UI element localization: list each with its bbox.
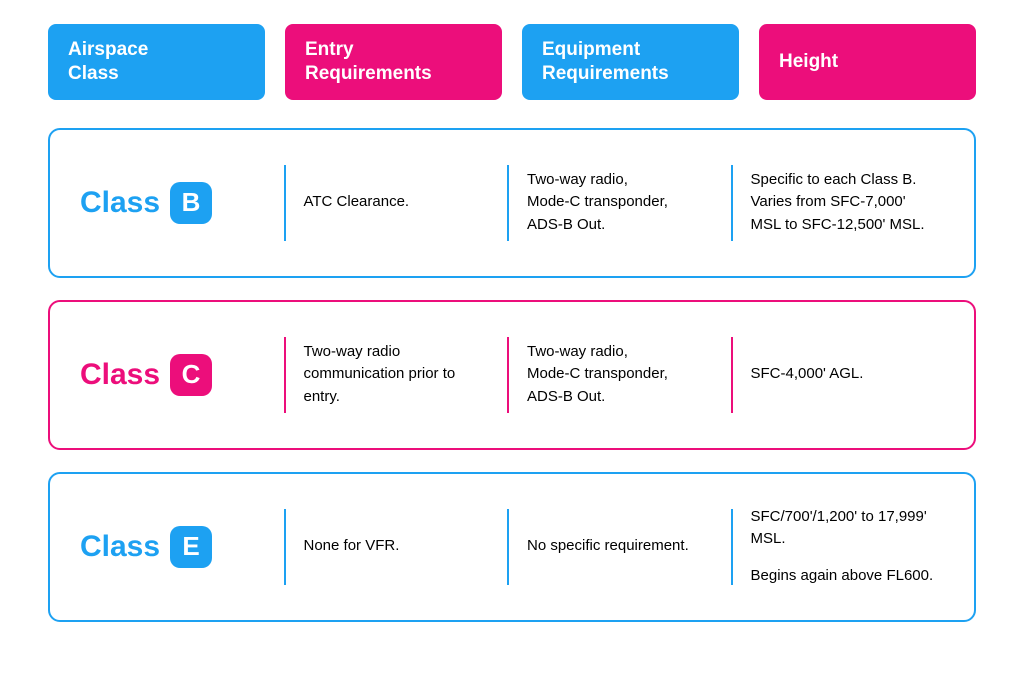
row-class-c: Class C Two-way radio communication prio… [48, 300, 976, 450]
class-e-height-p1: SFC/700'/1,200' to 17,999' MSL. [751, 506, 935, 551]
class-prefix: Class [80, 524, 160, 569]
row-class-b: Class B ATC Clearance. Two-way radio,Mod… [48, 128, 976, 278]
class-b-height: Specific to each Class B. Varies from SF… [731, 169, 955, 237]
class-prefix: Class [80, 352, 160, 397]
class-e-equipment: No specific requirement. [507, 535, 731, 558]
class-e-height: SFC/700'/1,200' to 17,999' MSL. Begins a… [731, 506, 955, 588]
class-prefix: Class [80, 180, 160, 225]
class-b-badge: B [170, 182, 212, 224]
class-e-height-p2: Begins again above FL600. [751, 565, 935, 588]
header-entry-requirements: Entry Requirements [285, 24, 502, 100]
class-b-equipment: Two-way radio,Mode-C transponder,ADS-B O… [507, 169, 731, 237]
class-c-equipment: Two-way radio,Mode-C transponder,ADS-B O… [507, 341, 731, 409]
class-c-height: SFC-4,000' AGL. [731, 363, 955, 386]
class-b-label-cell: Class B [70, 180, 284, 225]
class-b-entry: ATC Clearance. [284, 191, 508, 214]
header-airspace-class: AirspaceClass [48, 24, 265, 100]
class-c-entry: Two-way radio communication prior to ent… [284, 341, 508, 409]
header-row: AirspaceClass Entry Requirements Equipme… [48, 24, 976, 100]
header-height: Height [759, 24, 976, 100]
class-e-entry: None for VFR. [284, 535, 508, 558]
header-equipment-requirements: Equipment Requirements [522, 24, 739, 100]
row-class-e: Class E None for VFR. No specific requir… [48, 472, 976, 622]
class-e-label-cell: Class E [70, 524, 284, 569]
class-c-badge: C [170, 354, 212, 396]
class-e-badge: E [170, 526, 212, 568]
class-c-label-cell: Class C [70, 352, 284, 397]
